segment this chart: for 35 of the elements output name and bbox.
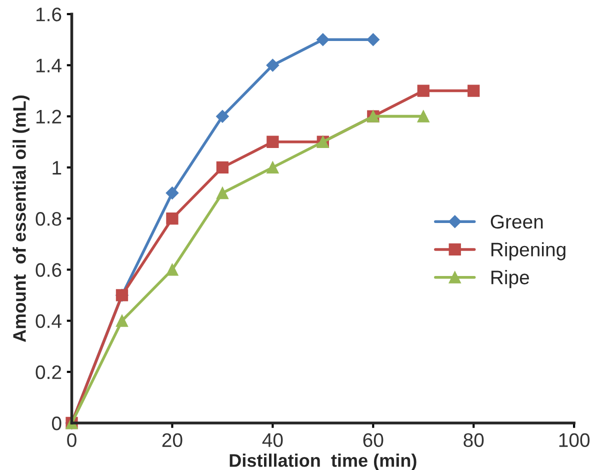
point [166, 186, 179, 200]
x-tick-label: 100 [559, 433, 590, 448]
y-axis-title: Amount of essential oil (mL) [12, 96, 30, 342]
x-tick-label: 60 [363, 433, 384, 448]
y-tick-label: 0.2 [36, 365, 62, 380]
y-tick-label: 0 [52, 416, 62, 430]
x-axis-title: Distillation time (min) [230, 454, 416, 470]
point [266, 161, 279, 174]
point [166, 264, 178, 276]
point [366, 33, 380, 46]
point [468, 84, 480, 97]
point [266, 136, 279, 148]
point [216, 110, 229, 123]
y-tick-label: 0.8 [36, 212, 62, 226]
x-tick-label: 20 [162, 433, 182, 448]
y-tick-label: 1.4 [36, 58, 62, 72]
point [316, 33, 330, 46]
point [166, 212, 178, 225]
x-tick-label: 40 [262, 433, 283, 448]
x-tick-label: 80 [464, 433, 484, 448]
y-tick-label: 0.4 [36, 314, 62, 328]
y-tick-label: 0.6 [36, 263, 62, 277]
point [116, 314, 128, 327]
point [216, 161, 229, 174]
x-tick-label: 0 [67, 433, 76, 448]
y-tick-label: 1 [52, 161, 62, 174]
point [417, 84, 430, 97]
legend-label: Green [490, 214, 543, 229]
point [216, 186, 229, 200]
y-tick-label: 1.6 [36, 8, 62, 22]
legend-label: Ripening [491, 242, 566, 260]
y-tick-label: 1.2 [36, 110, 62, 124]
legend-label: Ripe [491, 270, 530, 288]
point [266, 58, 280, 72]
point [417, 110, 430, 122]
